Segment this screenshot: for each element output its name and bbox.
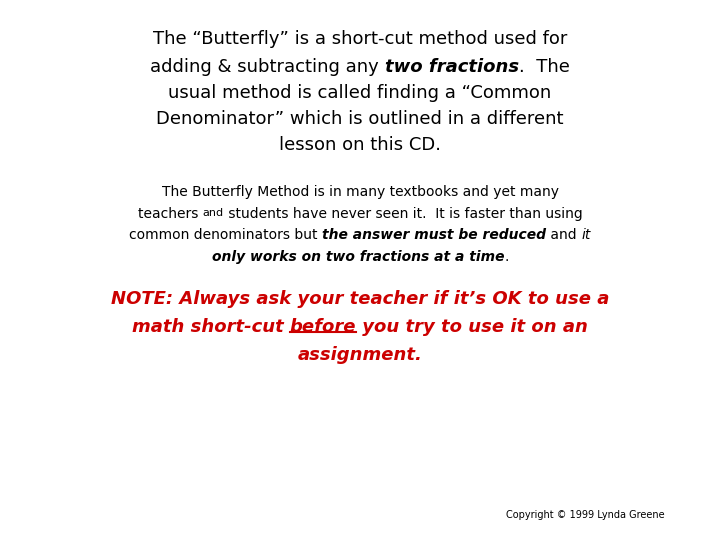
Text: Copyright © 1999 Lynda Greene: Copyright © 1999 Lynda Greene xyxy=(506,510,665,520)
Text: usual method is called finding a “Common: usual method is called finding a “Common xyxy=(168,84,552,102)
Text: only works on two fractions at a time: only works on two fractions at a time xyxy=(212,250,504,264)
Text: students have never seen it.  It is faster than using: students have never seen it. It is faste… xyxy=(224,207,582,221)
Text: .  The: . The xyxy=(519,58,570,76)
Text: The Butterfly Method is in many textbooks and yet many: The Butterfly Method is in many textbook… xyxy=(161,185,559,199)
Text: lesson on this CD.: lesson on this CD. xyxy=(279,136,441,154)
Text: teachers: teachers xyxy=(138,207,202,221)
Text: you try to use it on an: you try to use it on an xyxy=(356,318,588,336)
Text: common denominators but: common denominators but xyxy=(130,228,323,242)
Text: and: and xyxy=(546,228,581,242)
Text: and: and xyxy=(202,208,224,218)
Text: two fractions: two fractions xyxy=(384,58,519,76)
Text: the answer must be reduced: the answer must be reduced xyxy=(323,228,546,242)
Text: it: it xyxy=(581,228,590,242)
Text: The “Butterfly” is a short-cut method used for: The “Butterfly” is a short-cut method us… xyxy=(153,30,567,48)
Text: adding & subtracting any: adding & subtracting any xyxy=(150,58,384,76)
Text: NOTE: Always ask your teacher if it’s OK to use a: NOTE: Always ask your teacher if it’s OK… xyxy=(111,290,609,308)
Text: math short-cut: math short-cut xyxy=(132,318,290,336)
Text: .: . xyxy=(504,250,508,264)
Text: before: before xyxy=(290,318,356,336)
Text: assignment.: assignment. xyxy=(297,346,423,364)
Text: Denominator” which is outlined in a different: Denominator” which is outlined in a diff… xyxy=(156,110,564,128)
